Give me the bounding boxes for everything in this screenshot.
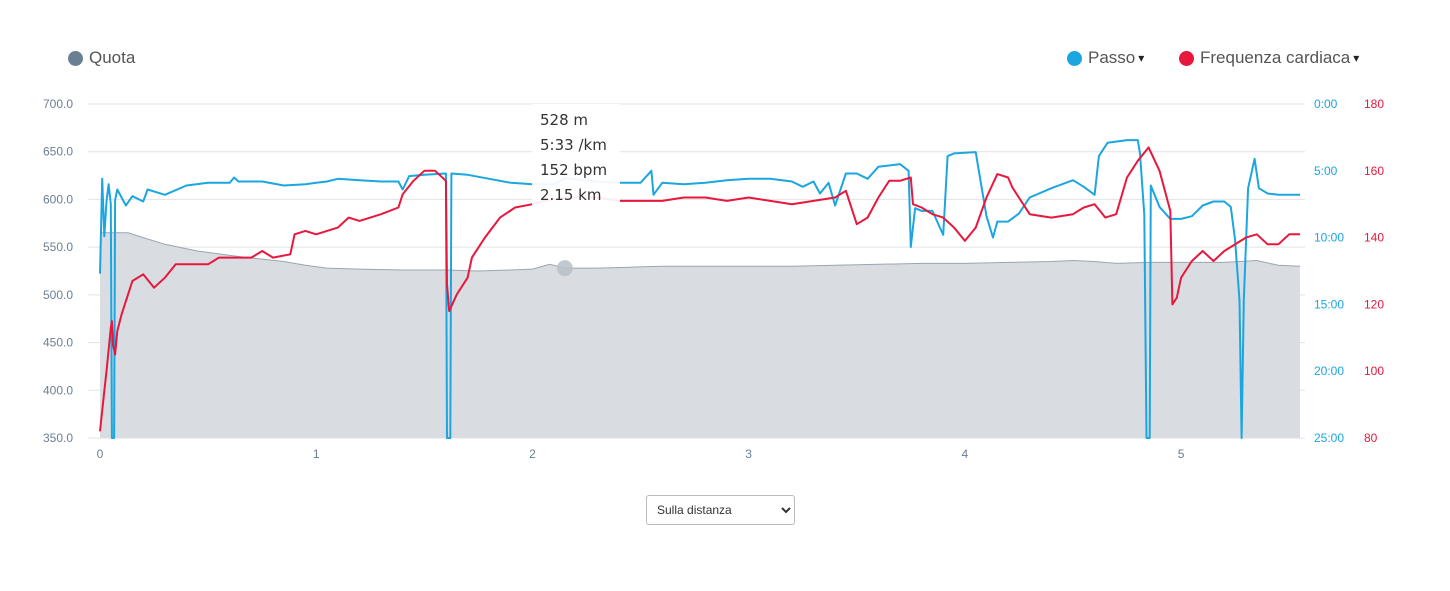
x-axis-mode-select[interactable]: Sulla distanza xyxy=(646,495,795,525)
chart-tooltip: 528 m 5:33 /km 152 bpm 2.15 km xyxy=(532,104,620,212)
heart-rate-tick-label: 180 xyxy=(1364,97,1384,111)
heart-rate-dropdown-icon[interactable]: ▾ xyxy=(1353,51,1360,65)
pace-dropdown-icon[interactable]: ▾ xyxy=(1138,51,1145,65)
tooltip-distance: 2.15 km xyxy=(540,186,602,204)
elevation-dot-icon xyxy=(68,50,83,66)
heart-rate-tick-label: 100 xyxy=(1364,364,1384,378)
legend-pace[interactable]: Passo ▾ xyxy=(1067,48,1144,68)
elevation-line xyxy=(100,232,1301,272)
elevation-tick-label: 400.0 xyxy=(43,383,73,397)
x-tick-label: 0 xyxy=(97,447,104,461)
hover-marker xyxy=(556,260,573,277)
heart-rate-tick-label: 160 xyxy=(1364,164,1384,178)
elevation-area xyxy=(100,232,1300,438)
heart-rate-tick-label: 120 xyxy=(1364,297,1384,311)
x-tick-label: 1 xyxy=(313,447,320,461)
heart-rate-dot-icon xyxy=(1179,50,1194,66)
elevation-tick-label: 600.0 xyxy=(43,192,73,206)
mode-select-wrapper: Sulla distanza xyxy=(646,495,795,525)
elevation-tick-label: 350.0 xyxy=(43,431,73,445)
legend-heart-rate[interactable]: Frequenza cardiaca ▾ xyxy=(1179,48,1359,68)
legend-pace-label: Passo xyxy=(1088,48,1136,67)
pace-tick-label: 25:00 xyxy=(1314,431,1344,445)
legend-heart-rate-label: Frequenza cardiaca xyxy=(1200,48,1351,67)
tooltip-pace: 5:33 /km xyxy=(540,136,607,154)
pace-tick-label: 5:00 xyxy=(1314,164,1338,178)
legend-elevation-label: Quota xyxy=(89,48,136,67)
pace-line xyxy=(99,139,1300,439)
pace-tick-label: 15:00 xyxy=(1314,297,1344,311)
x-tick-label: 3 xyxy=(745,447,752,461)
pace-dot-icon xyxy=(1067,50,1082,66)
tooltip-heart-rate: 152 bpm xyxy=(540,161,608,179)
heart-rate-line xyxy=(99,146,1300,432)
elevation-tick-label: 650.0 xyxy=(43,145,73,159)
x-tick-label: 4 xyxy=(962,447,969,461)
x-tick-label: 5 xyxy=(1178,447,1185,461)
heart-rate-tick-label: 140 xyxy=(1364,231,1384,245)
pace-tick-label: 0:00 xyxy=(1314,97,1338,111)
elevation-tick-label: 500.0 xyxy=(43,288,73,302)
tooltip-elevation: 528 m xyxy=(540,111,589,129)
x-tick-label: 2 xyxy=(529,447,536,461)
elevation-tick-label: 550.0 xyxy=(43,240,73,254)
heart-rate-tick-label: 80 xyxy=(1364,431,1378,445)
legend-elevation[interactable]: Quota xyxy=(68,48,135,68)
elevation-tick-label: 700.0 xyxy=(43,97,73,111)
elevation-tick-label: 450.0 xyxy=(43,336,73,350)
pace-tick-label: 20:00 xyxy=(1314,364,1344,378)
pace-tick-label: 10:00 xyxy=(1314,231,1344,245)
